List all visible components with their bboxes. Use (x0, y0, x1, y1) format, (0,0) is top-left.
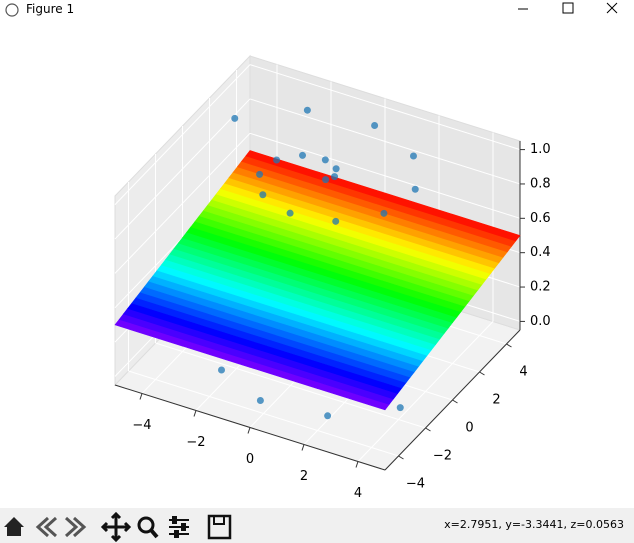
y-tick-label: 2 (492, 393, 500, 408)
window-title: Figure 1 (26, 2, 75, 16)
tick-mark (355, 461, 359, 468)
grid-line (114, 98, 251, 240)
tick-mark (479, 371, 485, 376)
grid-line (249, 98, 521, 185)
y-tick-label: −4 (406, 477, 425, 492)
toolbar-icons (4, 511, 232, 543)
scatter-point (380, 209, 388, 217)
scatter-point (231, 114, 239, 122)
y-tick-label: 0 (465, 421, 473, 436)
z-tick-label: 0.0 (530, 314, 551, 329)
tick-mark (247, 427, 251, 434)
axis-line (114, 384, 386, 471)
home-button[interactable] (4, 517, 24, 536)
z-tick-label: 0.6 (530, 211, 551, 226)
scatter-point (332, 217, 340, 225)
tick-mark (193, 410, 197, 417)
tick-mark (506, 343, 512, 348)
x-tick-label: −2 (186, 435, 205, 450)
grid-line (114, 132, 251, 274)
pan-button[interactable] (100, 511, 132, 543)
maximize-button[interactable] (562, 2, 574, 14)
x-tick-label: 4 (354, 486, 362, 501)
axis-line (384, 329, 521, 471)
toolbar: x=2.7951, y=-3.3441, z=0.0563 (0, 508, 634, 543)
x-tick-label: 2 (300, 469, 308, 484)
configure-button[interactable] (169, 516, 189, 538)
scatter-point (332, 165, 340, 173)
z-tick-label: 0.2 (530, 280, 551, 295)
grid-line (128, 370, 399, 457)
surface-patch (447, 213, 521, 242)
grid-line (114, 64, 251, 205)
tick-mark (425, 427, 431, 432)
scatter-point (256, 396, 264, 404)
scatter-point (286, 209, 294, 217)
save-button[interactable] (207, 514, 232, 540)
z-tick-label: 1.0 (530, 142, 551, 157)
forward-button[interactable] (64, 516, 87, 538)
y-tick-label: −2 (433, 449, 452, 464)
zoom-button[interactable] (137, 516, 159, 539)
tick-mark (301, 444, 305, 451)
scatter-point (331, 173, 339, 181)
grid-line (249, 64, 521, 151)
scatter-point (273, 156, 281, 164)
app-icon (5, 3, 19, 17)
scatter-point (324, 412, 332, 420)
scatter-point (322, 176, 330, 184)
tick-mark (398, 455, 404, 460)
scatter-point (299, 151, 307, 159)
scatter-point (259, 191, 267, 199)
status-text: x=2.7951, y=-3.3441, z=0.0563 (444, 518, 624, 531)
scatter-point (256, 170, 264, 178)
x-tick-label: −4 (132, 418, 151, 433)
scatter-point (396, 404, 404, 412)
tick-mark (139, 393, 143, 400)
title-icons (5, 2, 618, 17)
scatter-point (371, 122, 379, 130)
scatter-point (218, 366, 226, 374)
y-tick-label: 4 (519, 365, 527, 380)
x-tick-label: 0 (246, 452, 254, 467)
tick-mark (452, 399, 458, 404)
grid-line (155, 342, 426, 429)
scatter-point (321, 156, 329, 164)
scatter-point (303, 106, 311, 114)
scatter-point (411, 185, 419, 193)
scatter-point (409, 152, 417, 160)
back-button[interactable] (35, 516, 58, 538)
title-bar: Figure 1 (0, 0, 634, 22)
z-tick-label: 0.4 (530, 245, 551, 260)
grid-line (249, 132, 521, 219)
z-tick-label: 0.8 (530, 176, 551, 191)
chart: −4 −2 0 2 4 −4 −2 0 2 4 0.0 0.2 0.4 0.6 0.8 1.0 (114, 54, 551, 501)
close-button[interactable] (606, 2, 618, 14)
